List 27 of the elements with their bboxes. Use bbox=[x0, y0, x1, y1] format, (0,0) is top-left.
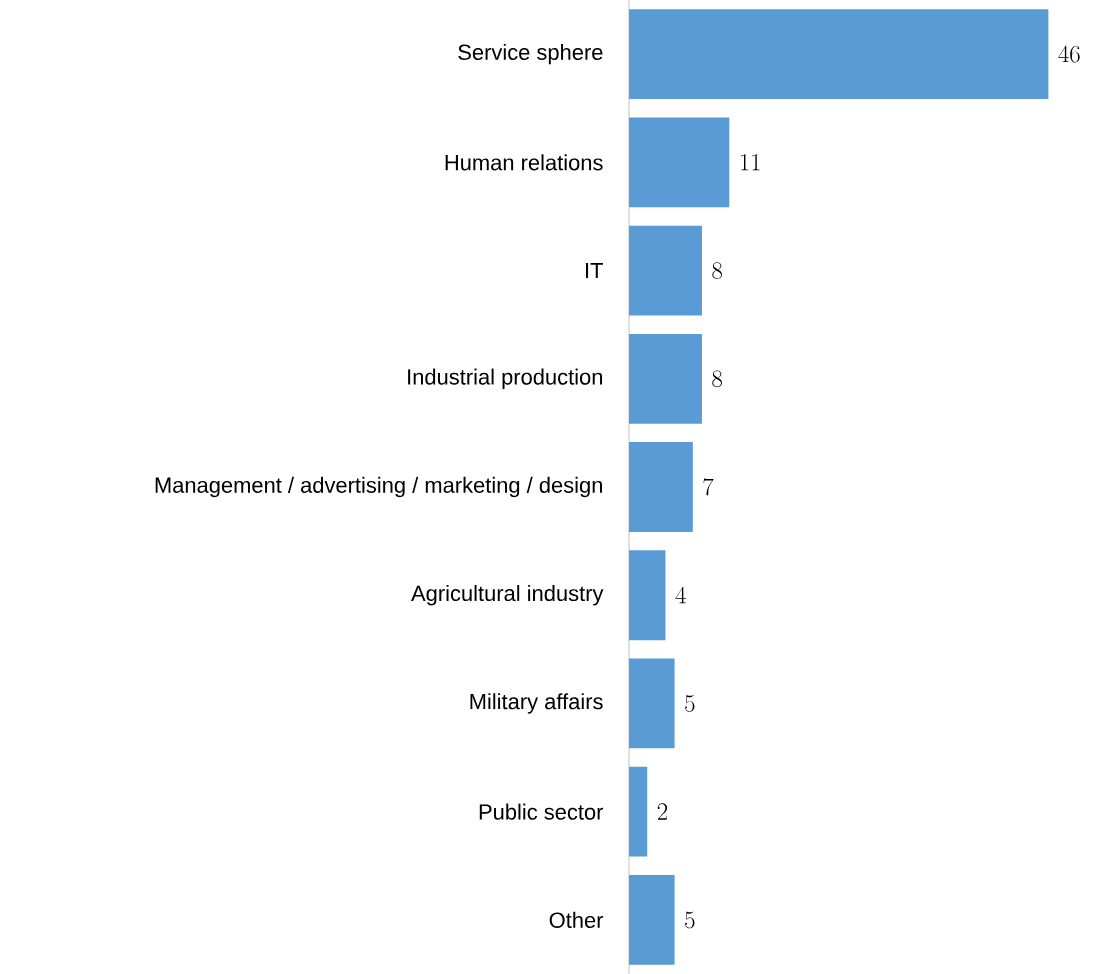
data-label: 2 bbox=[657, 803, 668, 820]
data-label: 5 bbox=[685, 911, 695, 929]
data-label: 11 bbox=[740, 153, 760, 171]
y-tick-label: Other bbox=[549, 911, 604, 928]
y-tick-label: Service sphere bbox=[458, 43, 603, 65]
data-label: 46 bbox=[1058, 45, 1080, 63]
data-label: 8 bbox=[712, 262, 722, 279]
y-tick-label: IT bbox=[586, 263, 603, 279]
y-tick-label: Agricultural industry bbox=[411, 585, 604, 606]
bar bbox=[629, 117, 730, 208]
bar bbox=[629, 874, 675, 965]
y-tick-label: Public sector bbox=[479, 803, 604, 820]
data-label: 5 bbox=[685, 695, 695, 712]
y-tick-label: Human relations bbox=[445, 154, 603, 171]
data-label: 8 bbox=[712, 370, 722, 388]
bar bbox=[629, 442, 693, 532]
data-label: 7 bbox=[703, 478, 714, 496]
bar bbox=[629, 225, 702, 316]
bar bbox=[629, 550, 666, 641]
bar bbox=[629, 658, 675, 749]
bar bbox=[629, 333, 702, 424]
bar bbox=[629, 9, 1049, 100]
y-tick-label: Industrial production bbox=[408, 368, 603, 389]
data-label: 4 bbox=[675, 586, 686, 604]
bar bbox=[629, 766, 648, 857]
y-tick-label: Management / advertising / marketing / design bbox=[155, 476, 602, 498]
y-tick-label: Military affairs bbox=[470, 693, 603, 714]
